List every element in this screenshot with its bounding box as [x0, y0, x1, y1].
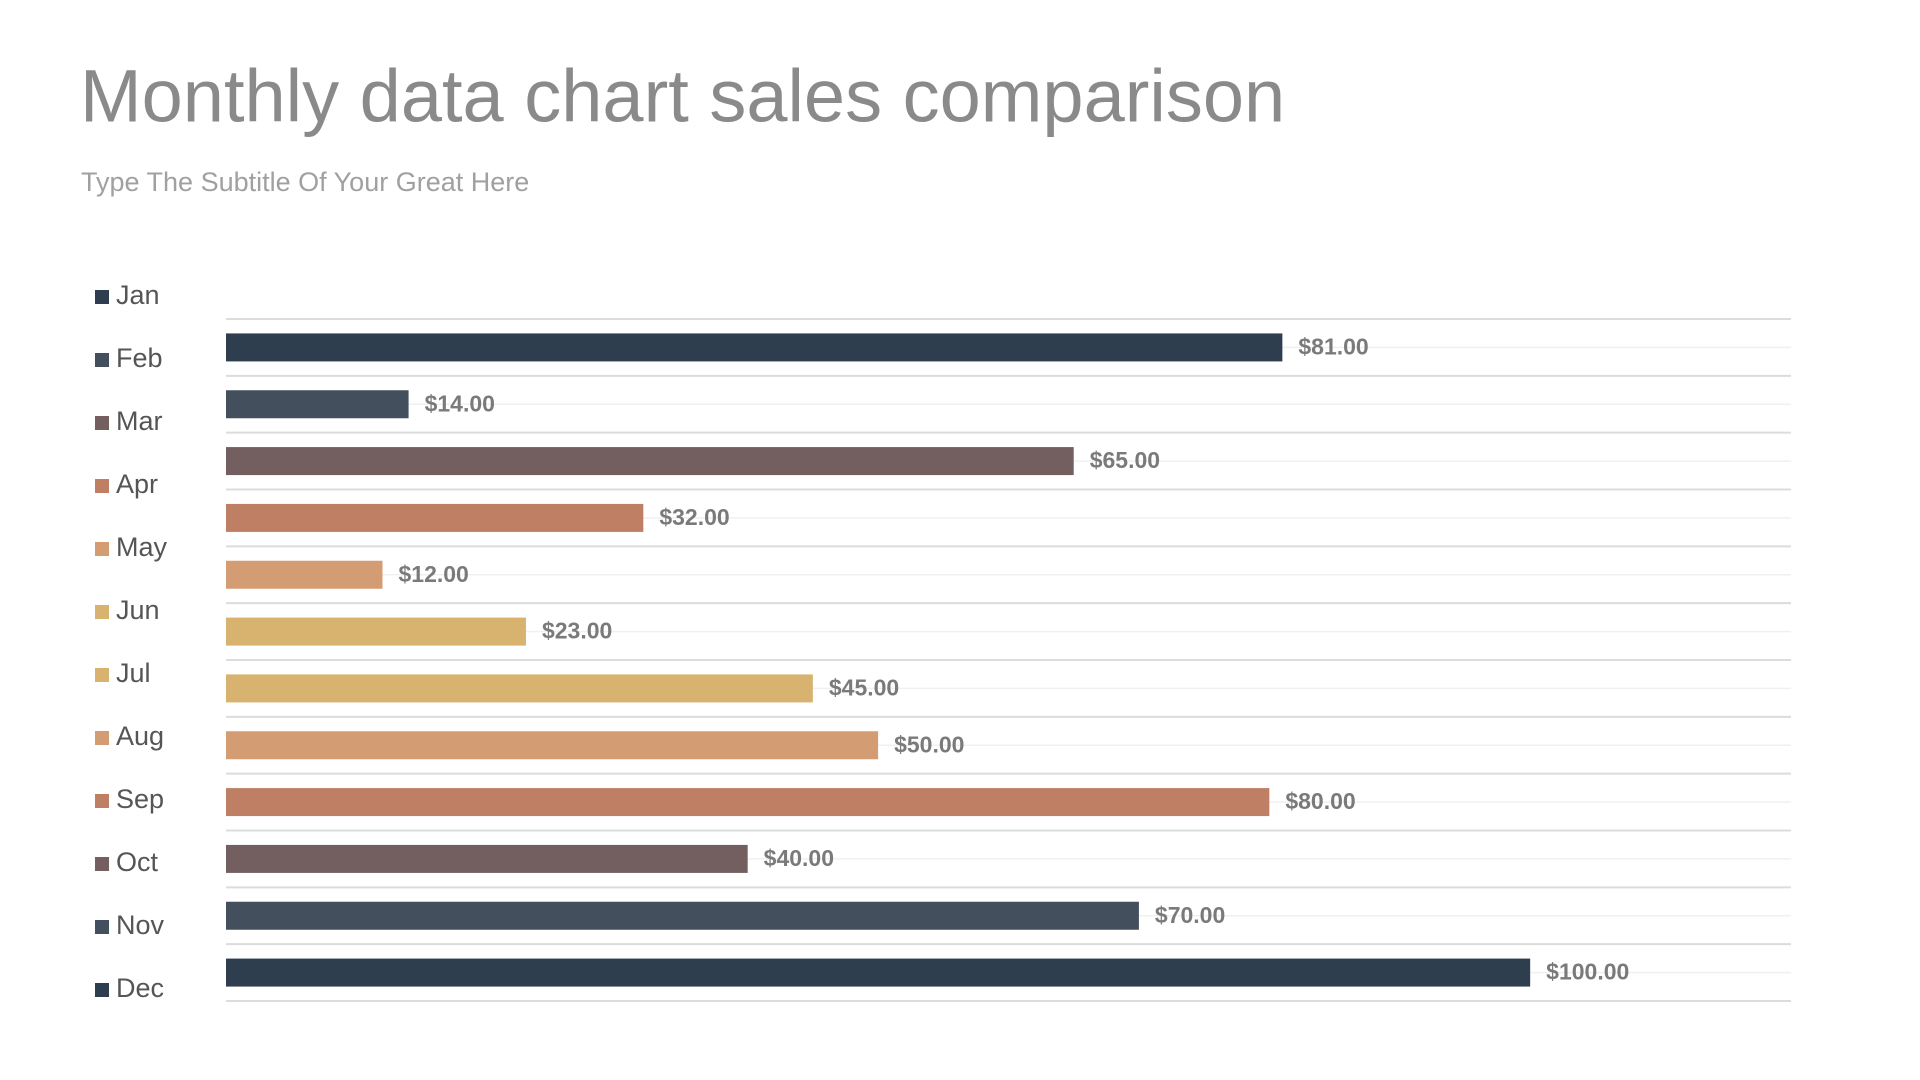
bar	[226, 901, 1139, 930]
legend-label: Dec	[116, 973, 164, 1003]
chart-subtitle: Type The Subtitle Of Your Great Here	[81, 167, 529, 197]
legend-label: Sep	[116, 784, 164, 814]
legend-label: Jul	[116, 658, 151, 688]
legend-label: Mar	[116, 406, 163, 436]
value-label: $14.00	[425, 390, 495, 416]
legend-label: Aug	[116, 721, 164, 751]
legend-swatch	[95, 794, 109, 808]
legend-label: Jun	[116, 595, 160, 625]
legend-swatch	[95, 668, 109, 682]
legend-swatch	[95, 857, 109, 871]
legend-swatch	[95, 983, 109, 997]
value-label: $50.00	[894, 731, 964, 757]
value-label: $65.00	[1090, 447, 1160, 473]
legend-label: Apr	[116, 469, 158, 499]
legend-swatch	[95, 605, 109, 619]
bar	[226, 844, 748, 873]
value-label: $80.00	[1285, 788, 1355, 814]
bar	[226, 333, 1283, 362]
legend-swatch	[95, 416, 109, 430]
legend-swatch	[95, 353, 109, 367]
value-label: $23.00	[542, 618, 612, 644]
legend-label: May	[116, 532, 168, 562]
legend-label: Oct	[116, 847, 159, 877]
bar	[226, 674, 813, 703]
bar	[226, 503, 644, 532]
bar	[226, 447, 1074, 476]
bar	[226, 390, 409, 419]
value-label: $81.00	[1298, 333, 1368, 359]
value-label: $40.00	[764, 845, 834, 871]
bar	[226, 788, 1270, 817]
legend-swatch	[95, 542, 109, 556]
bar	[226, 617, 526, 646]
value-label: $70.00	[1155, 902, 1225, 928]
value-label: $45.00	[829, 674, 899, 700]
bar	[226, 560, 383, 589]
legend-swatch	[95, 731, 109, 745]
value-label: $100.00	[1546, 959, 1629, 985]
legend-swatch	[95, 920, 109, 934]
value-label: $12.00	[399, 561, 469, 587]
bar	[226, 731, 879, 760]
value-label: $32.00	[659, 504, 729, 530]
legend-label: Jan	[116, 280, 160, 310]
legend-label: Feb	[116, 343, 163, 373]
legend-label: Nov	[116, 910, 165, 940]
legend-swatch	[95, 290, 109, 304]
chart-title: Monthly data chart sales comparison	[80, 55, 1285, 138]
bar	[226, 958, 1531, 987]
legend-swatch	[95, 479, 109, 493]
